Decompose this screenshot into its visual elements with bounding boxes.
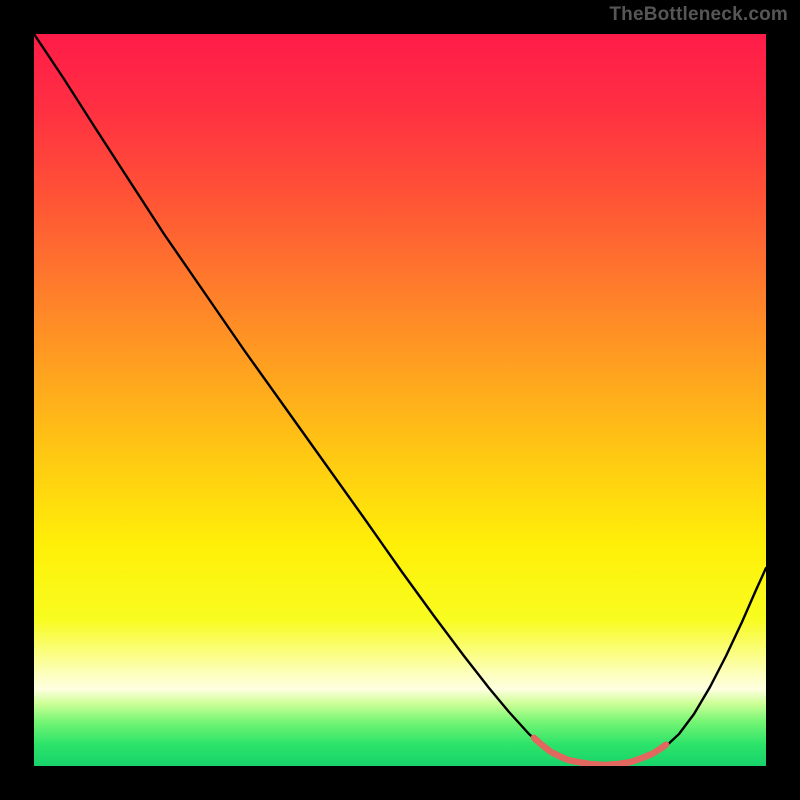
chart-frame: TheBottleneck.com xyxy=(0,0,800,800)
watermark-text: TheBottleneck.com xyxy=(609,4,788,26)
plot-area xyxy=(34,34,766,766)
gradient-background xyxy=(34,34,766,766)
chart-svg xyxy=(34,34,766,766)
